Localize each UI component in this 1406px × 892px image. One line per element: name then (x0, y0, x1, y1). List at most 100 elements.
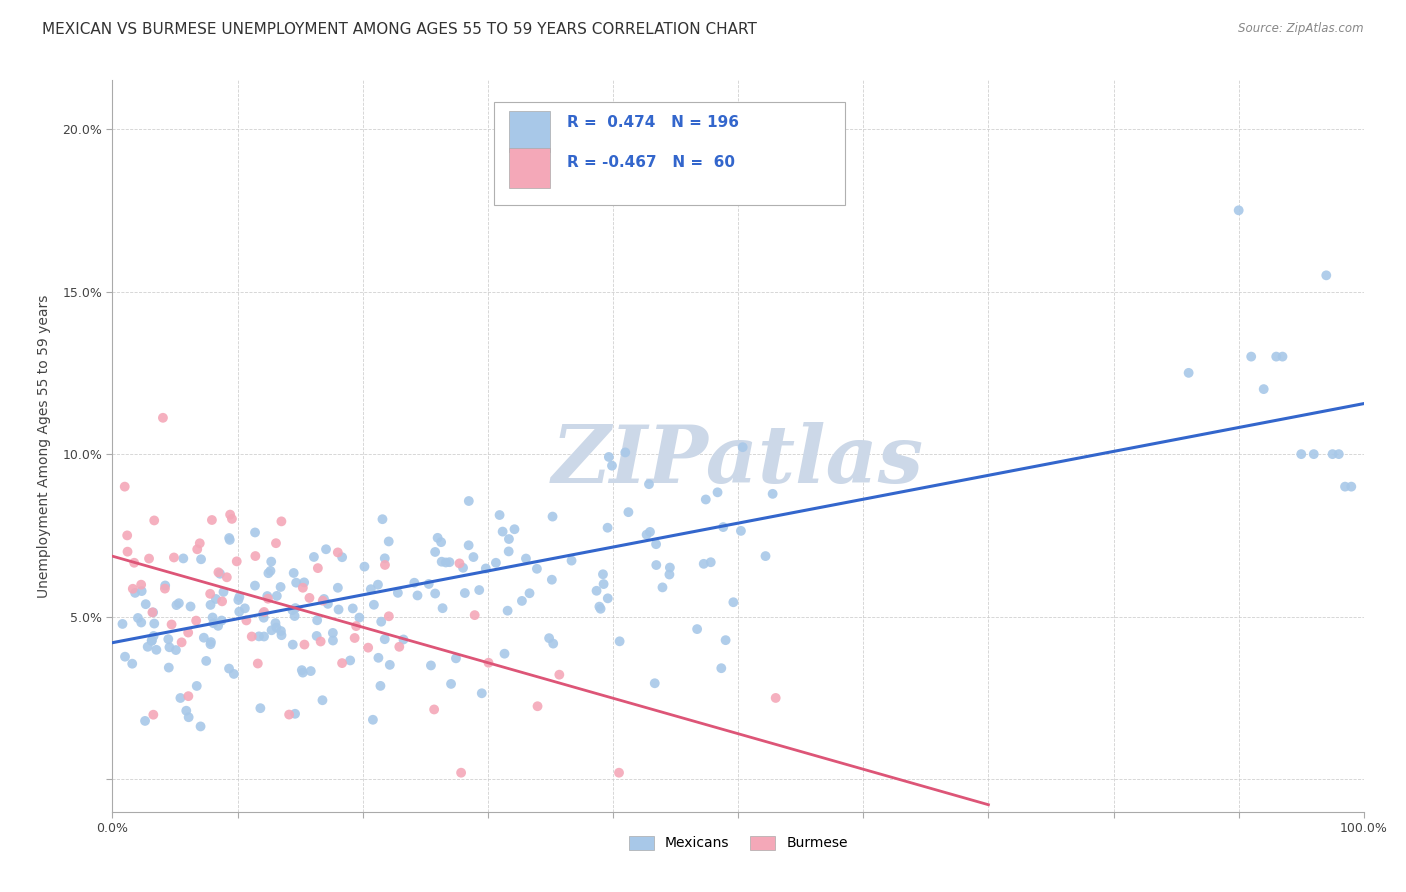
Point (135, 597, 157, 611)
Point (475, 561, 498, 575)
Point (638, 524, 661, 539)
Point (600, 458, 623, 473)
Point (353, 559, 375, 574)
Point (200, 598, 222, 612)
Point (302, 549, 325, 564)
Point (430, 555, 453, 569)
Point (165, 598, 187, 612)
Point (285, 575, 308, 590)
Point (370, 679, 392, 693)
Point (1340, 480, 1362, 494)
Point (510, 594, 533, 608)
Point (330, 656, 353, 670)
Point (1327, 447, 1350, 461)
Point (201, 610, 224, 624)
Point (186, 679, 208, 693)
Point (418, 577, 440, 591)
Point (695, 492, 717, 507)
Point (406, 589, 429, 603)
Point (284, 706, 307, 721)
Point (180, 599, 202, 614)
Point (374, 632, 396, 647)
Point (1227, 203, 1250, 218)
Point (243, 525, 266, 540)
Point (592, 577, 614, 591)
Point (169, 690, 191, 705)
Point (404, 575, 426, 590)
Point (270, 514, 292, 528)
Point (260, 624, 283, 638)
Point (247, 629, 270, 643)
Point (228, 593, 250, 607)
Point (207, 619, 229, 633)
Point (526, 699, 548, 714)
Point (253, 611, 276, 625)
Point (307, 561, 329, 575)
Point (311, 693, 333, 707)
Point (762, 487, 785, 501)
Point (315, 542, 337, 557)
Point (167, 596, 190, 610)
Point (423, 586, 446, 600)
Point (548, 667, 571, 681)
Point (658, 567, 681, 582)
Point (357, 640, 380, 655)
Point (278, 707, 301, 722)
Point (157, 632, 180, 647)
Point (339, 653, 361, 667)
Point (134, 714, 156, 728)
Point (367, 650, 389, 665)
Point (264, 536, 287, 550)
Point (281, 603, 304, 617)
Point (430, 535, 453, 549)
Point (1315, 268, 1337, 283)
Point (420, 658, 443, 673)
Point (378, 609, 401, 624)
Point (477, 656, 499, 670)
Text: Source: ZipAtlas.com: Source: ZipAtlas.com (1239, 22, 1364, 36)
Point (207, 566, 229, 580)
Point (215, 570, 238, 584)
Point (651, 581, 673, 595)
Point (190, 719, 212, 733)
Point (464, 608, 486, 623)
Point (541, 637, 564, 651)
Point (291, 663, 314, 677)
Point (1271, 350, 1294, 364)
Point (463, 549, 485, 564)
Point (363, 598, 385, 612)
Point (457, 494, 479, 508)
Point (249, 701, 271, 715)
Point (259, 564, 281, 578)
Point (426, 531, 449, 545)
Point (451, 561, 474, 575)
Point (326, 581, 349, 595)
Point (177, 710, 200, 724)
Point (256, 589, 278, 603)
Point (201, 513, 224, 527)
Point (174, 704, 197, 718)
Point (322, 633, 344, 648)
Point (491, 524, 513, 539)
Point (1265, 350, 1288, 364)
Point (111, 616, 134, 631)
Point (488, 508, 510, 522)
Point (607, 765, 630, 780)
Point (710, 661, 733, 675)
Point (292, 575, 315, 590)
Point (1334, 480, 1357, 494)
Point (157, 660, 180, 674)
Point (378, 657, 401, 672)
Point (658, 560, 681, 574)
Text: R = -0.467   N =  60: R = -0.467 N = 60 (567, 154, 735, 169)
Point (152, 410, 174, 425)
Point (644, 676, 666, 690)
Y-axis label: Unemployment Among Ages 55 to 59 years: Unemployment Among Ages 55 to 59 years (37, 294, 51, 598)
Point (614, 445, 637, 459)
Point (589, 602, 612, 616)
Point (153, 578, 176, 592)
Point (243, 578, 266, 592)
Point (172, 551, 194, 566)
Point (283, 566, 305, 580)
Point (142, 629, 165, 643)
